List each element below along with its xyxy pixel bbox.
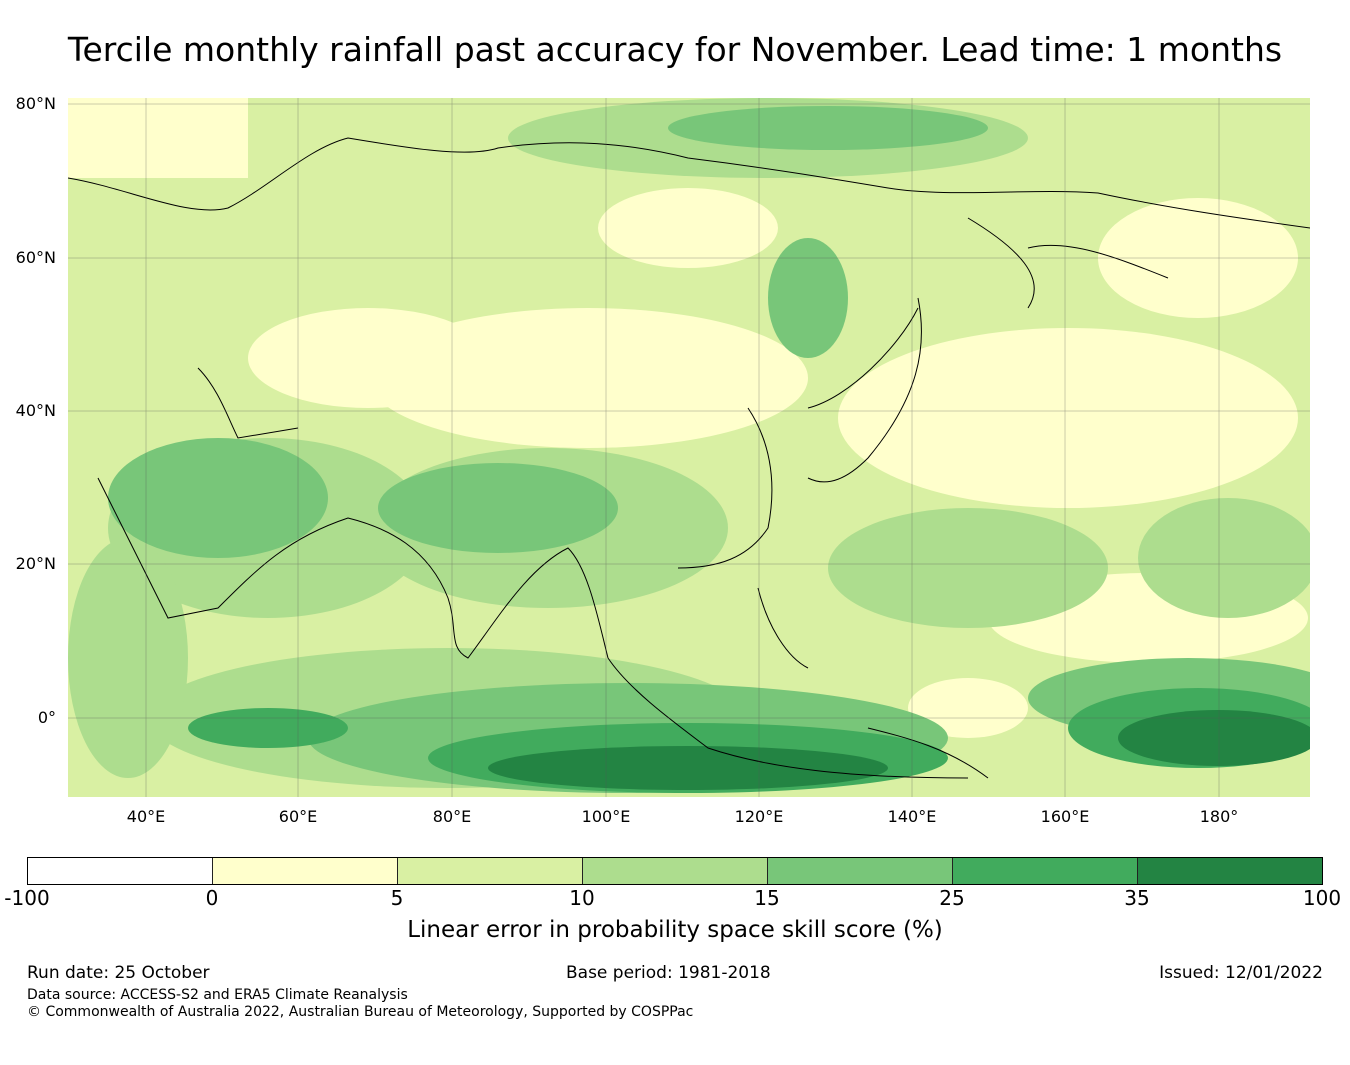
skill-band-35-100 (488, 710, 1310, 790)
lon-label-80e: 80°E (432, 807, 472, 826)
colorbar-segment (768, 858, 953, 884)
lon-label-140e: 140°E (887, 807, 937, 826)
colorbar-tick: 25 (939, 886, 965, 910)
coastlines (68, 137, 1310, 779)
colorbar (27, 857, 1323, 885)
issued-date: Issued: 12/01/2022 (1159, 963, 1323, 983)
colorbar-segment (28, 858, 213, 884)
run-date: Run date: 25 October (27, 963, 210, 983)
skill-map (68, 98, 1310, 797)
lat-label-60n: 60°N (15, 248, 56, 267)
lon-label-100e: 100°E (581, 807, 631, 826)
lat-label-0: 0° (37, 708, 56, 727)
lat-label-40n: 40°N (15, 401, 56, 420)
skill-map-svg (68, 98, 1310, 797)
colorbar-segment (1138, 858, 1322, 884)
base-period: Base period: 1981-2018 (566, 963, 771, 983)
lat-label-80n: 80°N (15, 94, 56, 113)
colorbar-segment (398, 858, 583, 884)
lon-label-180: 180° (1199, 807, 1239, 826)
lat-label-20n: 20°N (15, 554, 56, 573)
gridlines (68, 98, 1310, 797)
copyright: © Commonwealth of Australia 2022, Austra… (27, 1004, 694, 1020)
colorbar-tick: 5 (390, 886, 404, 910)
lon-label-160e: 160°E (1040, 807, 1090, 826)
colorbar-tick: 0 (205, 886, 219, 910)
colorbar-tick: 100 (1302, 886, 1342, 910)
colorbar-segment (583, 858, 768, 884)
lon-label-120e: 120°E (734, 807, 784, 826)
colorbar-segment (213, 858, 398, 884)
chart-title: Tercile monthly rainfall past accuracy f… (67, 30, 1283, 69)
lon-label-60e: 60°E (278, 807, 318, 826)
colorbar-tick: 10 (569, 886, 595, 910)
colorbar-tick: 15 (754, 886, 780, 910)
lon-label-40e: 40°E (126, 807, 166, 826)
colorbar-tick: 35 (1124, 886, 1150, 910)
colorbar-tick: -100 (4, 886, 50, 910)
colorbar-label: Linear error in probability space skill … (407, 917, 943, 943)
data-source: Data source: ACCESS-S2 and ERA5 Climate … (27, 987, 408, 1003)
colorbar-segment (953, 858, 1138, 884)
